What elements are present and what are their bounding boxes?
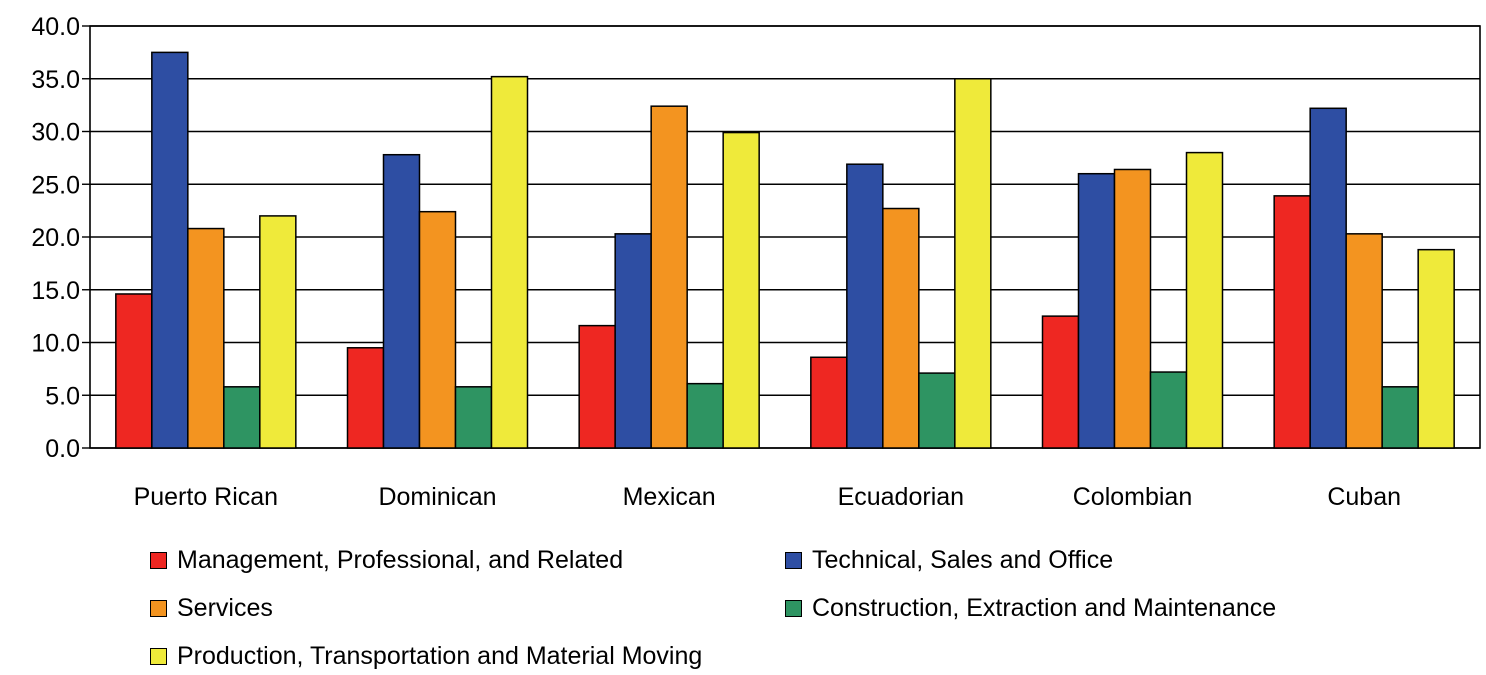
bar-construction-dominican bbox=[454, 386, 493, 449]
legend-label-services: Services bbox=[177, 593, 273, 622]
bar-services-dominican bbox=[418, 210, 457, 449]
bar-construction-puerto-rican bbox=[223, 386, 261, 449]
legend-swatch-services bbox=[150, 599, 167, 617]
y-tick-label: 40.0 bbox=[31, 13, 80, 41]
legend-item-services: Services bbox=[150, 593, 273, 623]
x-tick-label: Cuban bbox=[1327, 483, 1401, 511]
legend-label-technical: Technical, Sales and Office bbox=[812, 545, 1114, 574]
y-tick-label: 5.0 bbox=[45, 382, 80, 410]
y-tick-label: 35.0 bbox=[31, 66, 80, 94]
bar-technical-ecuadorian bbox=[846, 163, 884, 449]
legend-swatch-management bbox=[150, 551, 167, 569]
legend-swatch-technical bbox=[785, 551, 802, 569]
x-tick-label: Ecuadorian bbox=[838, 483, 964, 511]
x-tick-label: Puerto Rican bbox=[134, 483, 279, 511]
legend-label-construction: Construction, Extraction and Maintenance bbox=[812, 593, 1277, 622]
bar-management-colombian bbox=[1041, 315, 1080, 449]
legend-swatch-construction bbox=[785, 599, 802, 617]
bar-technical-puerto-rican bbox=[151, 51, 189, 449]
legend-swatch-production bbox=[150, 647, 167, 665]
bar-services-colombian bbox=[1113, 168, 1152, 449]
legend-label-production: Production, Transportation and Material … bbox=[177, 641, 703, 670]
bar-services-puerto-rican bbox=[187, 227, 225, 449]
bar-services-mexican bbox=[650, 105, 688, 449]
x-tick-label: Colombian bbox=[1073, 483, 1193, 511]
bar-construction-colombian bbox=[1149, 371, 1188, 449]
bar-production-puerto-rican bbox=[259, 215, 297, 449]
bar-management-mexican bbox=[578, 324, 616, 449]
bar-construction-cuban bbox=[1381, 386, 1419, 449]
bar-management-cuban bbox=[1273, 195, 1311, 449]
y-tick-label: 20.0 bbox=[31, 224, 80, 252]
bar-technical-cuban bbox=[1309, 107, 1347, 449]
bar-production-colombian bbox=[1185, 151, 1224, 449]
bar-production-cuban bbox=[1417, 248, 1455, 449]
legend-item-management: Management, Professional, and Related bbox=[150, 545, 623, 575]
x-tick-label: Dominican bbox=[378, 483, 496, 511]
bar-production-dominican bbox=[490, 75, 529, 449]
bar-services-cuban bbox=[1345, 233, 1383, 449]
chart-plot: 0.0 5.0 10.0 15.0 20.0 25.0 30.0 35.0 40.0 Puerto… bbox=[31, 13, 1481, 511]
legend-item-production: Production, Transportation and Material … bbox=[150, 641, 702, 671]
bar-construction-mexican bbox=[686, 382, 724, 449]
bar-management-puerto-rican bbox=[115, 293, 153, 449]
y-tick-label: 25.0 bbox=[31, 171, 80, 199]
bar-production-mexican bbox=[722, 131, 760, 449]
y-tick-label: 30.0 bbox=[31, 119, 80, 147]
bar-management-ecuadorian bbox=[810, 356, 848, 449]
y-tick-label: 0.0 bbox=[45, 435, 80, 463]
legend-item-technical: Technical, Sales and Office bbox=[785, 545, 1113, 575]
bar-technical-dominican bbox=[382, 153, 421, 449]
bar-construction-ecuadorian bbox=[918, 372, 956, 449]
bar-management-dominican bbox=[346, 347, 385, 449]
bar-technical-colombian bbox=[1077, 172, 1116, 449]
legend-label-management: Management, Professional, and Related bbox=[177, 545, 624, 574]
x-tick-label: Mexican bbox=[623, 483, 716, 511]
bar-services-ecuadorian bbox=[882, 207, 920, 449]
y-tick-label: 10.0 bbox=[31, 330, 80, 358]
legend-item-construction: Construction, Extraction and Maintenance bbox=[785, 593, 1276, 623]
y-tick-label: 15.0 bbox=[31, 277, 80, 305]
plot-frame bbox=[89, 25, 1481, 449]
bar-technical-mexican bbox=[614, 233, 652, 449]
bar-production-ecuadorian bbox=[954, 78, 992, 449]
